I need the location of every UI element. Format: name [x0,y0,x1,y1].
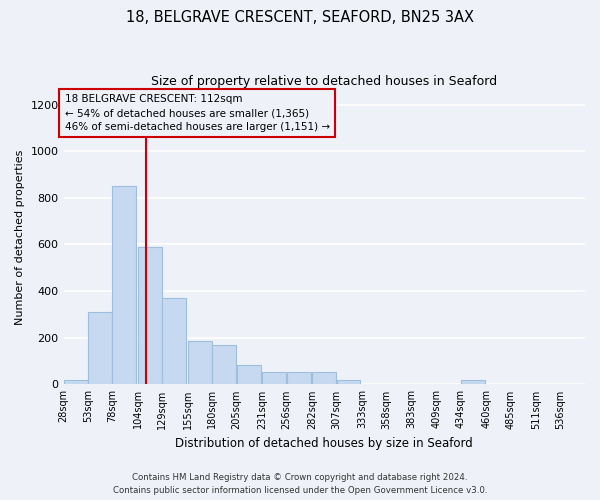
Bar [88,312,112,384]
Bar [138,247,162,384]
Bar [112,186,136,384]
Text: Contains HM Land Registry data © Crown copyright and database right 2024.
Contai: Contains HM Land Registry data © Crown c… [113,473,487,495]
X-axis label: Distribution of detached houses by size in Seaford: Distribution of detached houses by size … [175,437,473,450]
Bar [237,364,260,384]
Bar [262,372,286,384]
Bar [287,372,311,384]
Bar [212,345,236,385]
Bar [461,380,485,384]
Title: Size of property relative to detached houses in Seaford: Size of property relative to detached ho… [151,75,497,88]
Bar [188,342,212,384]
Bar [163,298,187,384]
Y-axis label: Number of detached properties: Number of detached properties [15,150,25,325]
Bar [64,380,88,384]
Bar [337,380,361,384]
Bar [312,372,336,384]
Text: 18 BELGRAVE CRESCENT: 112sqm
← 54% of detached houses are smaller (1,365)
46% of: 18 BELGRAVE CRESCENT: 112sqm ← 54% of de… [65,94,329,132]
Text: 18, BELGRAVE CRESCENT, SEAFORD, BN25 3AX: 18, BELGRAVE CRESCENT, SEAFORD, BN25 3AX [126,10,474,25]
